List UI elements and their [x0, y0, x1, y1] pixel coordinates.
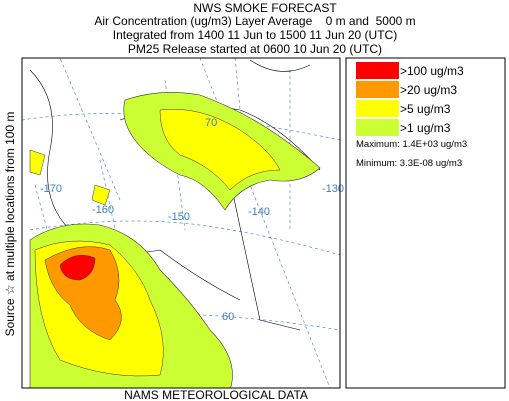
graticule-label: -170 [40, 183, 62, 195]
legend-swatch [356, 119, 399, 136]
legend-label: >100 ug/m3 [400, 64, 464, 78]
title: NWS SMOKE FORECAST [193, 1, 337, 15]
graticule-label: 60 [222, 311, 234, 323]
map: -170 -160 -150 -140 -130 70 60 [21, 57, 344, 389]
legend-label: >5 ug/m3 [400, 102, 451, 116]
subtitle: PM25 Release started at 0600 10 Jun 20 (… [128, 42, 382, 56]
legend-label: >1 ug/m3 [400, 121, 451, 135]
plume-2 [159, 108, 281, 191]
legend-swatch [356, 81, 399, 98]
subtitle: Air Concentration (ug/m3) Layer Average … [94, 14, 415, 28]
graticule-label: -130 [322, 183, 344, 195]
footer: NAMS METEOROLOGICAL DATA [124, 388, 308, 401]
graticule-label: -140 [248, 206, 270, 218]
map-frame [21, 57, 341, 389]
subtitle: Integrated from 1400 11 Jun to 1500 11 J… [113, 28, 397, 42]
legend-label: >20 ug/m3 [400, 83, 457, 97]
legend: Maximum: 1.4E+03 ug/m3 Minimum: 3.3E-08 … [345, 57, 506, 389]
side-label: Source ☆ at multiple locations from 100 … [3, 112, 17, 337]
legend-swatch [356, 100, 399, 117]
legend-swatch [356, 62, 399, 79]
graticule-label: -150 [168, 211, 190, 223]
plume-7 [29, 149, 111, 206]
legend-frame [345, 57, 506, 389]
graticule-label: -160 [92, 204, 114, 216]
legend-min: Minimum: 3.3E-08 ug/m3 [356, 158, 462, 169]
legend-max: Maximum: 1.4E+03 ug/m3 [356, 139, 467, 150]
plume-6 [59, 254, 96, 281]
graticule-label: 70 [205, 117, 217, 129]
